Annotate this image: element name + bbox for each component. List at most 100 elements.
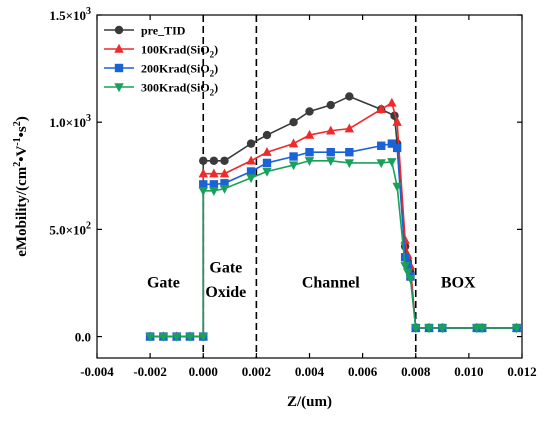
region-label: Gate: [147, 274, 180, 291]
region-dividers: [202, 15, 417, 358]
region-label: Gate: [209, 259, 242, 276]
data-point: [305, 148, 314, 157]
series-line: [150, 101, 517, 338]
series-3: [145, 139, 521, 341]
x-axis-ticks: -0.004 -0.002 0.000 0.002 0.004 0.006 0.008 0.0…: [80, 15, 537, 379]
y-tick-label: 1.5×103: [49, 6, 91, 23]
data-point: [326, 157, 336, 166]
data-point: [114, 83, 124, 93]
y-tick-label: 0.0: [75, 330, 91, 345]
y-axis-title: eMobility/(cm2•V-1•s2): [12, 116, 30, 257]
data-point: [387, 139, 397, 148]
x-tick-label: 0.012: [507, 364, 536, 379]
x-tick-label: 0.000: [189, 364, 218, 379]
data-point: [171, 332, 182, 342]
legend: pre_TID 100Krad(SiO2) 200Krad(SiO2) 300Krad…: [104, 24, 218, 98]
data-point: [246, 174, 256, 184]
data-point: [424, 324, 434, 334]
legend-item: pre_TID: [104, 24, 186, 38]
data-point: [262, 167, 272, 177]
data-point: [199, 156, 208, 165]
data-point: [198, 332, 208, 342]
data-point: [345, 92, 354, 101]
data-point: [114, 43, 124, 53]
legend-label: 200Krad(SiO2): [141, 62, 218, 79]
data-point: [262, 147, 272, 156]
x-axis-title: Z/(um): [287, 394, 332, 410]
legend-item: 100Krad(SiO2): [104, 43, 218, 60]
data-point: [477, 324, 487, 334]
data-point: [326, 148, 335, 157]
legend-item: 200Krad(SiO2): [104, 62, 218, 79]
x-tick-label: 0.006: [348, 364, 378, 379]
data-point: [437, 324, 448, 334]
data-point: [198, 187, 208, 196]
data-point: [387, 158, 397, 168]
data-point: [326, 100, 335, 110]
legend-label: pre_TID: [141, 24, 186, 38]
series-4: [145, 157, 522, 342]
data-point: [392, 182, 402, 192]
x-tick-label: 0.002: [242, 364, 271, 379]
data-point: [326, 125, 336, 135]
x-tick-label: 0.010: [454, 364, 483, 379]
data-point: [209, 180, 219, 189]
data-point: [246, 155, 256, 165]
data-point: [246, 167, 256, 176]
data-point: [400, 262, 410, 272]
data-point: [262, 158, 272, 168]
data-point: [262, 130, 272, 140]
data-point: [387, 97, 397, 107]
data-point: [377, 141, 386, 150]
data-point: [145, 332, 155, 342]
series-1: [145, 92, 521, 341]
x-tick-label: -0.002: [133, 364, 167, 379]
data-point: [345, 148, 354, 157]
series-group: [145, 92, 522, 342]
data-point: [219, 168, 230, 178]
region-labels: Gate Gate Oxide Channel BOX: [147, 259, 476, 301]
data-point: [376, 159, 386, 169]
legend-label: 100Krad(SiO2): [141, 43, 218, 60]
data-point: [288, 138, 299, 148]
region-label: Channel: [302, 274, 360, 291]
data-point: [209, 187, 219, 196]
y-tick-label: 5.0×102: [49, 220, 91, 237]
data-point: [304, 129, 315, 139]
data-point: [405, 274, 416, 284]
legend-label: 300Krad(SiO2): [141, 81, 218, 98]
data-point: [400, 253, 410, 262]
data-point: [114, 25, 124, 35]
data-point: [289, 117, 298, 127]
data-point: [403, 268, 413, 278]
data-point: [158, 332, 169, 342]
data-point: [220, 179, 229, 188]
data-point: [392, 116, 402, 126]
region-label: Oxide: [205, 284, 246, 301]
data-point: [289, 152, 298, 161]
data-point: [411, 324, 421, 334]
data-point: [114, 63, 124, 73]
data-point: [219, 184, 230, 194]
series-2: [145, 97, 522, 341]
data-point: [511, 324, 522, 334]
data-point: [344, 159, 355, 169]
y-axis-ticks: 0.0 5.0×102 1.0×103 1.5×103: [49, 6, 522, 345]
data-point: [209, 168, 219, 178]
data-point: [199, 180, 208, 189]
legend-item: 300Krad(SiO2): [104, 81, 218, 98]
data-point: [344, 123, 355, 133]
data-point: [198, 168, 208, 178]
y-tick-label: 1.0×103: [49, 113, 91, 130]
x-tick-label: -0.004: [80, 364, 114, 379]
x-tick-label: 0.008: [401, 364, 431, 379]
x-tick-label: 0.004: [295, 364, 325, 379]
data-point: [288, 161, 299, 171]
data-point: [185, 332, 195, 342]
region-label: BOX: [441, 274, 476, 291]
data-point: [376, 104, 386, 114]
data-point: [220, 156, 229, 165]
data-point: [246, 139, 256, 148]
